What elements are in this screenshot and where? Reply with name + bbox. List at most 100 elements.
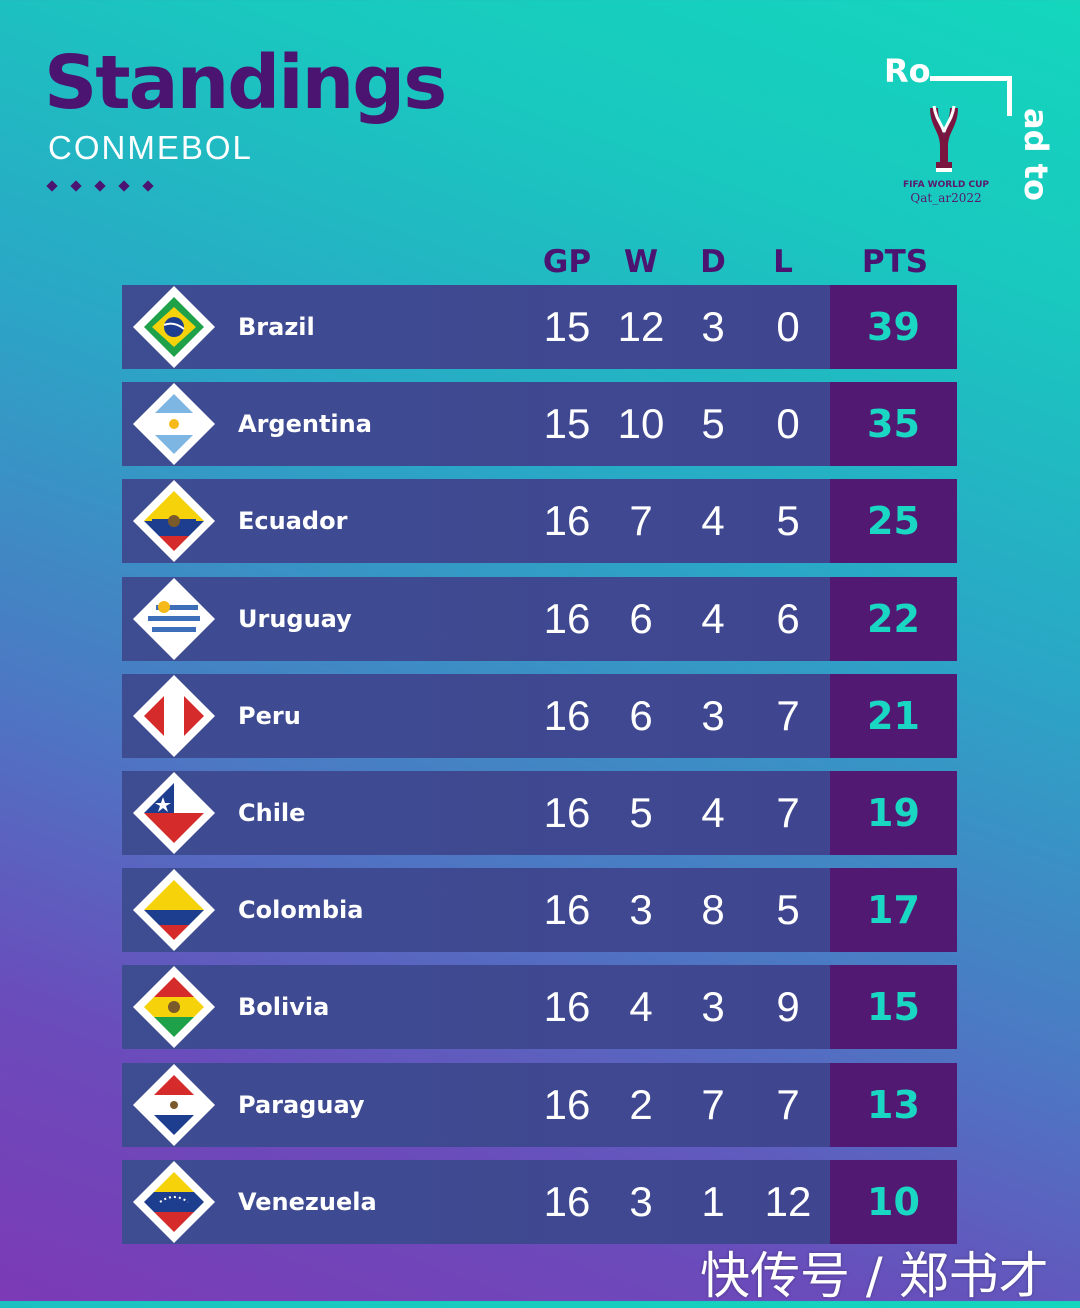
table-row: Venezuela 16 3 1 12 10	[122, 1159, 957, 1244]
row-background	[122, 771, 830, 855]
logo-line	[930, 76, 1012, 81]
stat-gp: 16	[543, 1177, 591, 1225]
table-row: Uruguay 16 6 4 6 22	[122, 576, 957, 661]
stat-l: 5	[776, 886, 800, 934]
table-row: Argentina 15 10 5 0 35	[122, 382, 957, 467]
stat-l: 12	[764, 1177, 812, 1225]
stat-pts: 13	[867, 1082, 920, 1127]
row-background	[122, 285, 830, 369]
bolivia-flag-icon	[133, 966, 215, 1049]
stat-d: 7	[701, 1080, 725, 1128]
stat-l: 7	[776, 691, 800, 739]
uruguay-flag-icon	[133, 577, 215, 660]
watermark: 快传号 / 郑书才	[700, 1247, 1049, 1305]
stat-l: 0	[776, 400, 800, 448]
column-header-l: L	[773, 244, 793, 280]
row-background	[122, 382, 830, 467]
stat-l: 0	[776, 303, 800, 350]
stat-w: 6	[629, 594, 653, 642]
page-title: Standings	[44, 40, 447, 126]
stat-w: 12	[617, 303, 665, 350]
logo-text-ro: Ro	[884, 52, 931, 90]
team-name: Brazil	[238, 313, 315, 341]
stat-pts: 21	[867, 693, 920, 738]
column-header-pts: PTS	[861, 244, 929, 280]
stat-w: 5	[629, 789, 653, 836]
decorative-dots	[46, 180, 154, 192]
stat-d: 3	[701, 691, 725, 739]
table-row: Paraguay 16 2 7 7 13	[122, 1062, 957, 1147]
logo-qatar-text: Qat_ar2022	[910, 191, 982, 205]
points-background	[830, 479, 957, 564]
stat-l: 7	[776, 1080, 800, 1128]
row-background	[122, 868, 830, 953]
colombia-flag-icon	[133, 869, 215, 952]
stat-gp: 16	[543, 594, 591, 642]
paraguay-flag-icon	[133, 1063, 215, 1146]
row-background	[122, 576, 830, 661]
stat-d: 4	[701, 789, 725, 836]
stat-w: 2	[629, 1080, 653, 1128]
stat-d: 5	[701, 400, 725, 448]
dot-icon	[70, 180, 82, 192]
stat-pts: 17	[867, 888, 920, 933]
table-row: Peru 16 6 3 7 21	[122, 673, 957, 758]
column-header-w: W	[623, 244, 659, 280]
argentina-flag-icon	[133, 383, 215, 466]
logo-text-adto: ad to	[1017, 108, 1055, 201]
points-background	[830, 673, 957, 758]
stat-d: 1	[701, 1177, 725, 1225]
team-name: Paraguay	[238, 1090, 365, 1119]
stat-l: 5	[776, 497, 800, 545]
logo-line	[1007, 76, 1012, 116]
points-background	[830, 1159, 957, 1244]
stat-pts: 19	[867, 791, 920, 835]
row-background	[122, 965, 830, 1050]
team-name: Colombia	[238, 896, 364, 925]
stat-pts: 22	[867, 596, 920, 641]
stat-pts: 39	[867, 305, 920, 349]
team-name: Argentina	[238, 410, 372, 439]
points-background	[830, 285, 957, 369]
stat-d: 8	[701, 886, 725, 934]
stat-w: 7	[629, 497, 653, 545]
stat-d: 3	[701, 303, 725, 350]
team-name: Ecuador	[238, 507, 348, 536]
points-background	[830, 576, 957, 661]
table-row: Colombia 16 3 8 5 17	[122, 868, 957, 953]
stat-gp: 16	[543, 789, 591, 836]
brazil-flag-icon	[133, 286, 215, 368]
world-cup-trophy-icon	[930, 105, 958, 172]
row-background	[122, 479, 830, 564]
stat-w: 6	[629, 691, 653, 739]
stat-d: 4	[701, 497, 725, 545]
table-row: Chile 16 5 4 7 19	[122, 771, 957, 855]
stat-gp: 16	[543, 983, 591, 1031]
stat-pts: 25	[867, 499, 920, 544]
points-background	[830, 771, 957, 855]
stat-l: 6	[776, 594, 800, 642]
team-name: Peru	[238, 701, 301, 730]
ecuador-flag-icon	[133, 480, 215, 563]
column-header-gp: GP	[542, 244, 592, 280]
table-row: Ecuador 16 7 4 5 25	[122, 479, 957, 564]
chile-flag-icon	[133, 772, 215, 854]
stat-w: 10	[617, 400, 665, 448]
stat-d: 4	[701, 594, 725, 642]
row-background	[122, 673, 830, 758]
stat-pts: 15	[867, 985, 920, 1030]
stat-gp: 16	[543, 1080, 591, 1128]
venezuela-flag-icon	[133, 1160, 215, 1243]
stat-pts: 35	[867, 402, 920, 447]
stat-gp: 16	[543, 691, 591, 739]
road-to-qatar-logo: Ro ad to FIFA WORLD CUP Qat_ar2022	[880, 50, 1055, 230]
row-background	[122, 1062, 830, 1147]
dot-icon	[118, 180, 130, 192]
confederation-subtitle: CONMEBOL	[48, 129, 253, 166]
stat-gp: 15	[543, 303, 591, 350]
stat-d: 3	[701, 983, 725, 1031]
table-row: Brazil 15 12 3 0 39	[122, 285, 957, 369]
stat-w: 3	[629, 1177, 653, 1225]
points-background	[830, 868, 957, 953]
stat-gp: 16	[543, 497, 591, 545]
